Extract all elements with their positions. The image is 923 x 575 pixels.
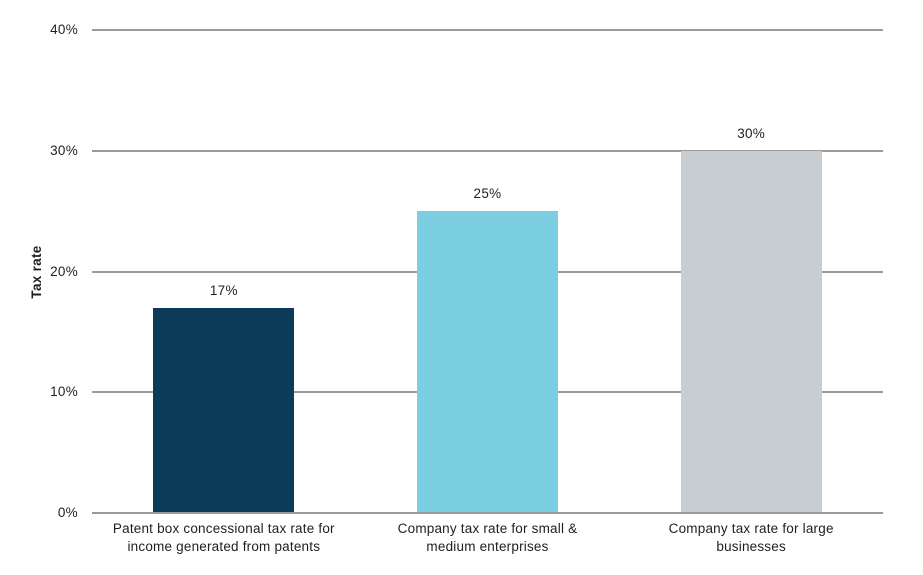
x-category-label-2: Company tax rate for small & medium enter… xyxy=(397,521,578,554)
bar-2 xyxy=(417,211,558,513)
y-tick-label-40pct: 40% xyxy=(50,22,78,37)
x-category-label-1: Patent box concessional tax rate for inco… xyxy=(112,521,335,554)
gridline-40pct xyxy=(92,29,883,31)
bar-value-label-2: 25% xyxy=(473,186,502,202)
bar-1 xyxy=(153,307,295,513)
y-tick-label-0pct: 0% xyxy=(57,505,78,520)
y-tick-label-20pct: 20% xyxy=(50,263,78,279)
y-tick-label-30pct: 30% xyxy=(50,142,78,158)
x-category-label-3: Company tax rate for large businesses xyxy=(668,521,834,554)
bar-value-label-3: 30% xyxy=(737,125,766,141)
y-tick-label-10pct: 10% xyxy=(50,384,78,400)
x-axis-line xyxy=(92,512,883,514)
bar-value-label-1: 17% xyxy=(209,282,238,298)
bar-3 xyxy=(680,150,822,513)
gridline-30pct xyxy=(92,149,883,152)
